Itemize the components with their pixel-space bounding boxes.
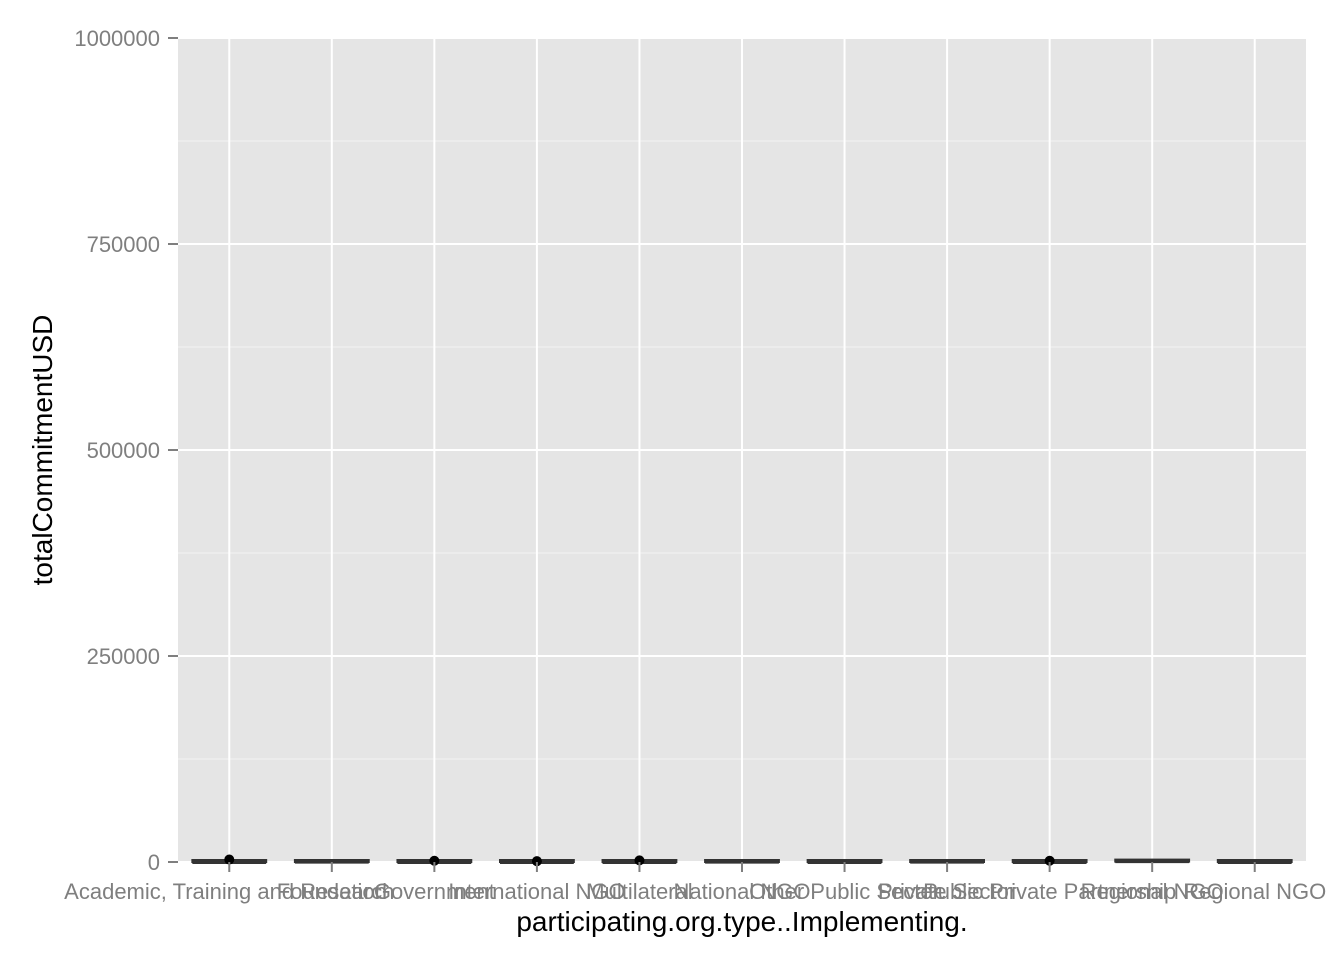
outlier-point — [429, 855, 440, 866]
x-tick-label: Regional NGO — [1081, 879, 1224, 904]
x-tick-label: Public Private Partnership — [923, 879, 1176, 904]
x-tick-label: Private Sector — [878, 879, 1016, 904]
y-axis-title: totalCommitmentUSD — [27, 315, 58, 586]
y-tick-label: 750000 — [87, 232, 160, 257]
outlier-point — [634, 855, 645, 866]
x-tick-label: Foundation — [277, 879, 387, 904]
x-axis-title: participating.org.type..Implementing. — [516, 906, 967, 937]
y-tick-label: 500000 — [87, 438, 160, 463]
x-tick-label: Other Public Sector — [749, 879, 940, 904]
x-tick-label: Academic, Training and Research — [64, 879, 394, 904]
outlier-point — [531, 856, 542, 867]
y-tick-label: 0 — [148, 850, 160, 875]
x-tick-label: Government — [374, 879, 495, 904]
y-tick-label: 1000000 — [74, 26, 160, 51]
outlier-point — [1044, 855, 1055, 866]
x-tick-label: National NGO — [674, 879, 811, 904]
outlier-point — [224, 854, 235, 865]
x-tick-label: International NGO — [448, 879, 625, 904]
axes: 0 250000 500000 750000 1000000 Academic, Trai… — [64, 26, 1326, 904]
grid-lines — [178, 37, 1306, 863]
y-tick-label: 250000 — [87, 644, 160, 669]
x-tick-label: Regional NGO — [1183, 879, 1326, 904]
x-tick-label: Multilateral — [586, 879, 692, 904]
